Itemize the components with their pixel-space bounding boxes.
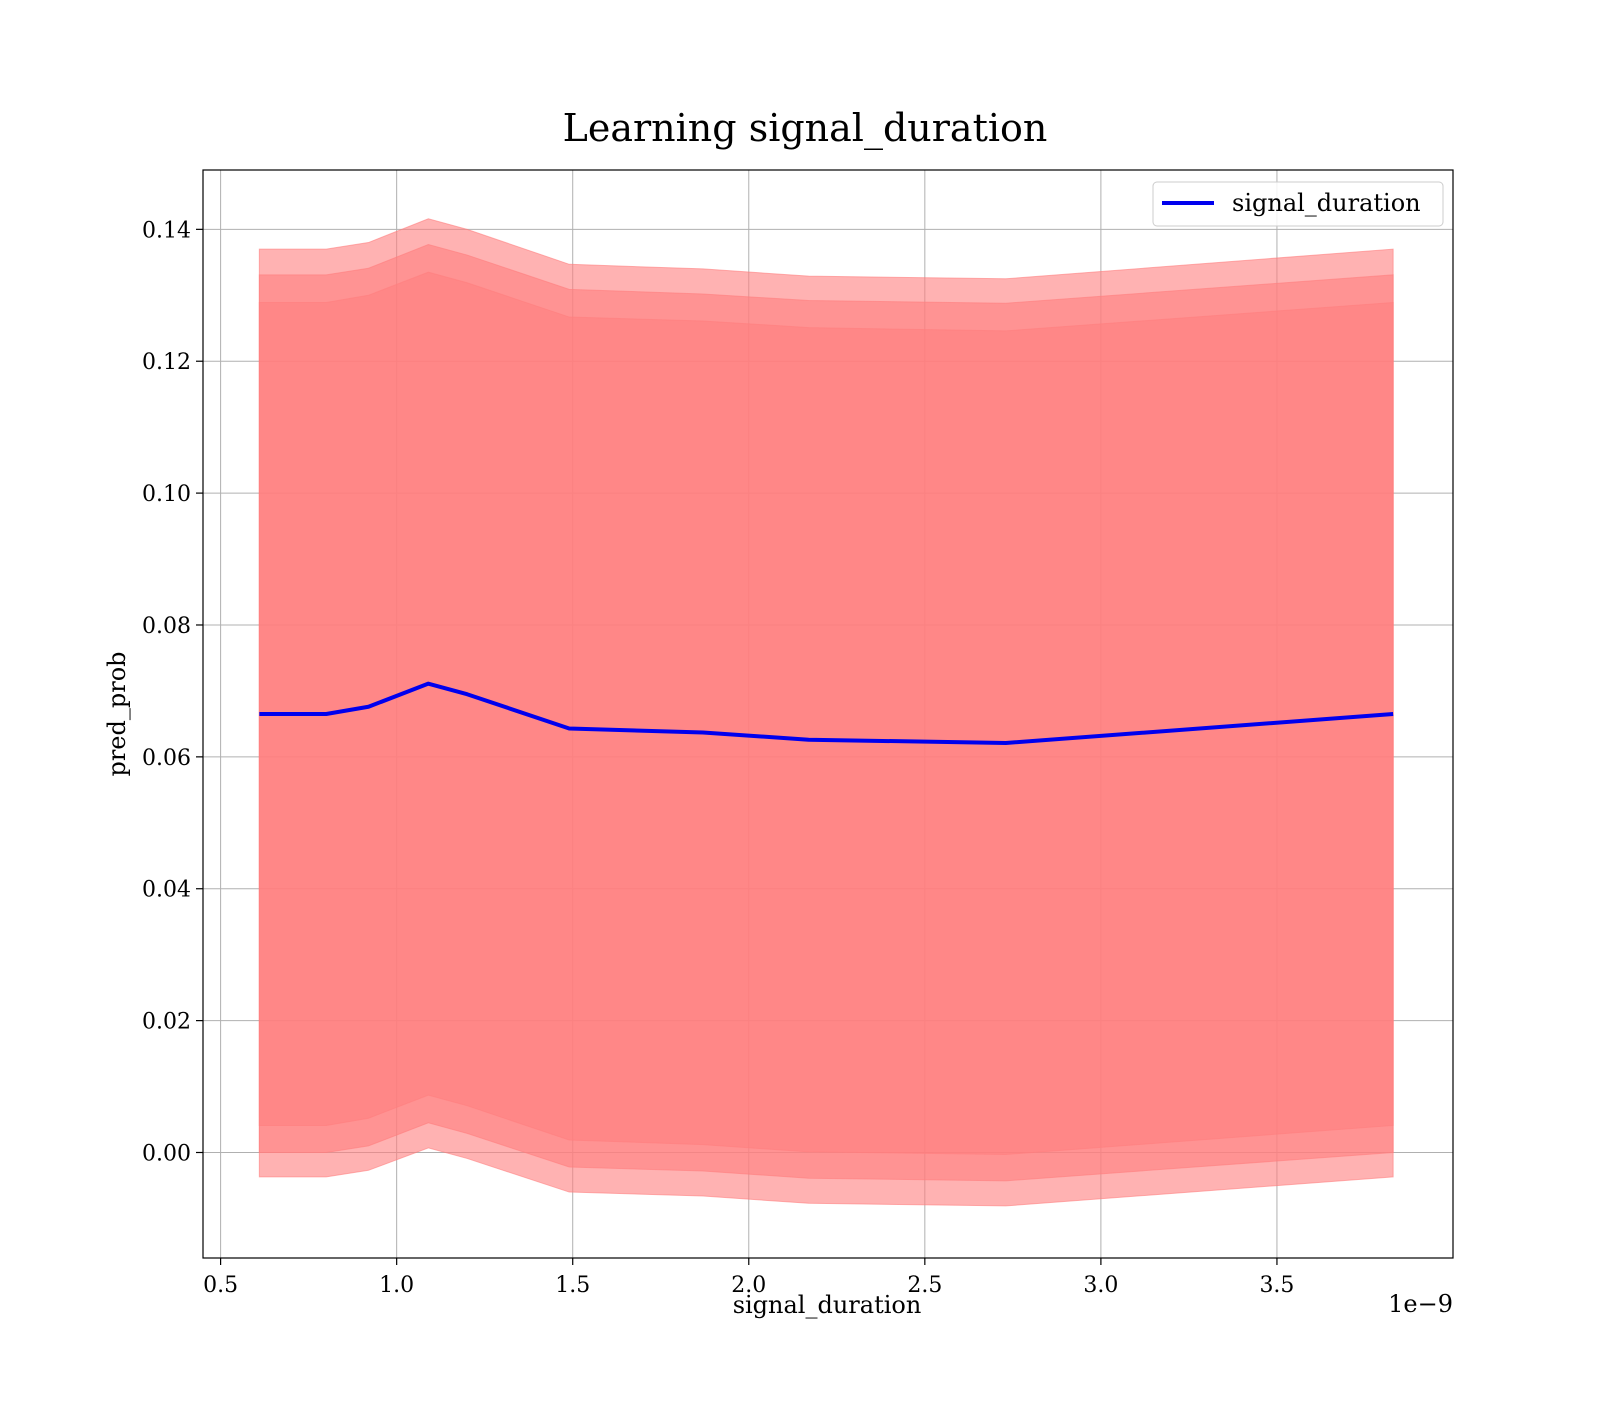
y-tick-label: 0.00	[142, 1141, 191, 1166]
series-lines	[259, 681, 1394, 746]
legend: signal_duration	[1152, 181, 1444, 227]
plot-frame	[202, 169, 1454, 1259]
x-tick-label: 3.0	[1083, 1273, 1118, 1298]
chart-title: Learning signal_duration	[563, 106, 1048, 151]
x-axis-offset-label: 1e−9	[1388, 1290, 1453, 1318]
x-tick-label: 1.0	[379, 1273, 414, 1298]
y-axis-label: pred_prob	[103, 651, 131, 776]
y-tick-label: 0.12	[142, 350, 191, 375]
x-tick-label: 2.0	[731, 1273, 766, 1298]
y-tick-label: 0.08	[142, 614, 191, 639]
series-line-signal-duration	[259, 681, 1394, 746]
legend-label: signal_duration	[1232, 189, 1421, 217]
legend-box	[1152, 181, 1444, 227]
y-tick-label: 0.04	[142, 878, 191, 903]
x-tick-label: 2.5	[907, 1273, 942, 1298]
x-tick-label: 0.5	[203, 1273, 238, 1298]
x-tick-label: 3.5	[1259, 1273, 1294, 1298]
confidence-bands	[258, 218, 1394, 1207]
x-tick-label: 1.5	[555, 1273, 590, 1298]
y-tick-label: 0.02	[142, 1010, 191, 1035]
x-axis-ticks: 0.5 1.0 1.5 2.0 2.5 3.0 3.5	[203, 1258, 1294, 1298]
confidence-band-3	[258, 271, 1394, 1155]
x-axis-label: signal_duration	[733, 1291, 922, 1319]
y-tick-label: 0.10	[142, 482, 191, 507]
y-axis-ticks: 0.00 0.02 0.04 0.06 0.08 0.10 0.12 0.14	[142, 218, 203, 1166]
y-tick-label: 0.06	[142, 746, 191, 771]
y-tick-label: 0.14	[142, 218, 191, 243]
